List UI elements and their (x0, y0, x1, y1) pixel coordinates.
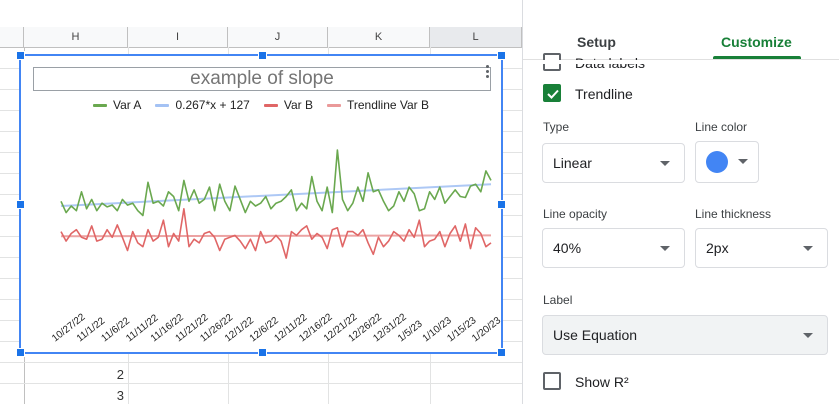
line-thickness-label: Line thickness (695, 207, 772, 221)
chevron-down-icon (803, 246, 813, 251)
resize-handle-top-right[interactable] (497, 51, 506, 60)
chevron-down-icon (738, 159, 748, 164)
trendline-checkbox[interactable] (543, 84, 561, 102)
legend-swatch (155, 103, 170, 107)
column-header-h[interactable]: H (24, 27, 128, 47)
resize-handle-bottom-right[interactable] (497, 348, 506, 357)
line-thickness-select[interactable]: 2px (695, 228, 828, 268)
row-number-2[interactable]: 2 (116, 367, 124, 382)
series-line-var-b[interactable] (60, 208, 492, 259)
resize-handle-bottom-left[interactable] (16, 348, 25, 357)
type-select-value: Linear (553, 155, 592, 171)
show-r2-label: Show R² (575, 374, 629, 390)
trendline-var-a[interactable] (60, 183, 492, 207)
legend-label: Var A (112, 98, 142, 112)
resize-handle-top[interactable] (258, 51, 267, 60)
series-line-var-a[interactable] (60, 149, 492, 217)
chevron-down-icon (803, 333, 813, 338)
chart-editor-panel: Setup Customize Data labels Trendline Ty… (522, 0, 839, 404)
line-opacity-select[interactable]: 40% (542, 228, 685, 268)
legend-label: Var B (283, 98, 313, 112)
scroll-clip (523, 60, 839, 64)
line-color-picker[interactable] (695, 141, 759, 183)
chart-title[interactable]: example of slope (33, 67, 491, 91)
tab-customize[interactable]: Customize (721, 34, 792, 50)
column-header-i[interactable]: I (128, 27, 228, 47)
legend-label: Trendline Var B (346, 98, 430, 112)
line-opacity-label: Line opacity (543, 207, 608, 221)
corner-cell[interactable] (0, 27, 24, 47)
line-opacity-value: 40% (553, 240, 582, 256)
tab-divider (523, 59, 839, 60)
checkmark-icon (547, 89, 559, 99)
resize-handle-left[interactable] (16, 200, 25, 209)
legend-swatch (326, 103, 341, 107)
row-number-3[interactable]: 3 (116, 388, 124, 403)
legend-swatch (263, 103, 278, 107)
type-label: Type (543, 120, 570, 134)
active-tab-indicator (713, 56, 801, 59)
legend-item-var-b: Var B (263, 98, 313, 112)
column-header-l[interactable]: L (430, 27, 522, 47)
column-header-j[interactable]: J (228, 27, 328, 47)
chart-legend: Var A 0.267*x + 127 Var B Trendline Var … (21, 98, 501, 112)
chevron-down-icon (660, 161, 670, 166)
chevron-down-icon (660, 246, 670, 251)
resize-handle-right[interactable] (497, 200, 506, 209)
resize-handle-bottom[interactable] (258, 348, 267, 357)
label-field-label: Label (543, 293, 573, 307)
embedded-chart[interactable]: example of slope Var A 0.267*x + 127 Var… (16, 51, 506, 357)
chart-menu-icon[interactable] (485, 65, 491, 81)
label-select[interactable]: Use Equation (542, 315, 828, 355)
legend-item-trend-a: 0.267*x + 127 (155, 98, 250, 112)
label-select-value: Use Equation (553, 327, 638, 343)
color-swatch-icon (706, 151, 728, 173)
show-r2-checkbox[interactable] (543, 372, 561, 390)
column-header-row: H I J K L (0, 27, 522, 48)
legend-label: 0.267*x + 127 (175, 98, 250, 112)
grid-hline (0, 362, 522, 363)
line-color-label: Line color (695, 120, 748, 134)
line-thickness-value: 2px (706, 240, 729, 256)
legend-item-var-a: Var A (92, 98, 142, 112)
type-select[interactable]: Linear (542, 143, 685, 183)
legend-item-trend-b: Trendline Var B (326, 98, 430, 112)
chart-plot-area: 10/27/2211/1/2211/6/2211/11/2211/16/2211… (50, 149, 501, 344)
sheet-top-strip (0, 0, 522, 28)
trendline-label: Trendline (575, 86, 633, 102)
legend-swatch (92, 103, 107, 107)
column-header-k[interactable]: K (328, 27, 430, 47)
grid-hline (0, 383, 522, 384)
resize-handle-top-left[interactable] (16, 51, 25, 60)
tab-setup[interactable]: Setup (577, 34, 616, 50)
